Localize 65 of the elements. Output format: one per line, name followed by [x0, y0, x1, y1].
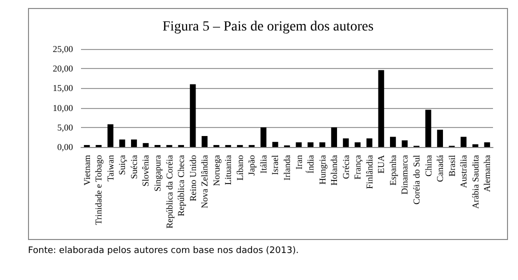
x-tick-label: Singapura: [152, 155, 163, 192]
x-tick-label: Itália: [258, 155, 268, 174]
bar: [472, 144, 478, 147]
x-tick-label: Irlanda: [282, 154, 292, 180]
bar: [378, 70, 384, 147]
chart-title: Figura 5 – Pais de origem dos autores: [162, 20, 374, 34]
x-tick-label: Noruega: [211, 155, 222, 186]
bar: [202, 136, 208, 147]
x-tick-label: Lituania: [223, 155, 234, 185]
x-tick-label: Alemanha: [482, 154, 492, 192]
x-tick-label: Arábia Saudita: [470, 154, 480, 209]
x-tick-label: Reino Unido: [188, 154, 198, 202]
x-tick-label: Líbano: [234, 154, 245, 180]
x-tick-label: Espanha: [388, 155, 398, 186]
x-tick-label: Austrália: [458, 155, 469, 188]
bar: [107, 124, 114, 147]
y-tick-label: 20,00: [52, 64, 74, 74]
bar: [437, 130, 443, 147]
bar: [354, 142, 361, 147]
bar: [342, 138, 349, 147]
x-tick-label: Grécia: [340, 155, 351, 179]
x-tick-label: Slovênia: [140, 155, 151, 186]
bar: [331, 127, 338, 147]
bar: [142, 143, 149, 147]
x-tick-label: Iran: [294, 154, 304, 170]
bar: [260, 127, 266, 147]
x-tick-label: Canadá: [435, 155, 446, 182]
bar: [190, 84, 196, 147]
x-tick-label: Vietnam: [82, 155, 92, 186]
x-tick-label: Brasil: [446, 154, 457, 176]
y-tick-label: 25,00: [52, 44, 74, 54]
bar: [484, 142, 490, 147]
bar: [272, 142, 278, 147]
x-tick-label: Hungria: [317, 155, 328, 184]
bar: [319, 142, 326, 147]
x-tick-label: Japão: [246, 154, 257, 176]
bar: [308, 142, 314, 147]
x-tick-label: EUA: [376, 154, 386, 174]
bar: [119, 140, 126, 147]
bar: [131, 140, 137, 147]
x-tick-label: Trinidade e Tobago: [94, 154, 104, 225]
y-tick-label: 5,00: [57, 122, 74, 132]
x-tick-label: Taiwan: [105, 154, 116, 182]
x-tick-label: Suécia: [128, 155, 139, 179]
x-tick-label: Israel: [270, 154, 280, 175]
bar: [425, 110, 432, 147]
x-tick-label: Índia: [306, 155, 316, 174]
x-tick-label: Suiça: [117, 155, 128, 175]
bar: [460, 136, 467, 147]
bar: [402, 140, 408, 147]
x-tick-label: Holanda: [329, 155, 340, 186]
y-tick-label: 0,00: [57, 142, 74, 152]
bar: [390, 136, 396, 147]
x-tick-label: Finlândia: [364, 155, 374, 189]
bar: [366, 138, 372, 147]
x-tick-label: Nova Zelândia: [200, 155, 210, 208]
x-tick-label: China: [423, 154, 434, 176]
x-tick-label: República da Coréia: [164, 155, 174, 228]
x-tick-label: Dinamarca: [400, 155, 410, 194]
x-tick-label: Coréia do Sul: [411, 154, 422, 204]
x-tick-label: França: [352, 155, 363, 180]
source-note: Fonte: elaborada pelos autores com base nos dados (2013).: [28, 246, 299, 256]
y-tick-label: 15,00: [52, 83, 74, 94]
x-tick-label: República Checa: [176, 155, 186, 216]
y-tick-label: 10,00: [52, 102, 74, 113]
